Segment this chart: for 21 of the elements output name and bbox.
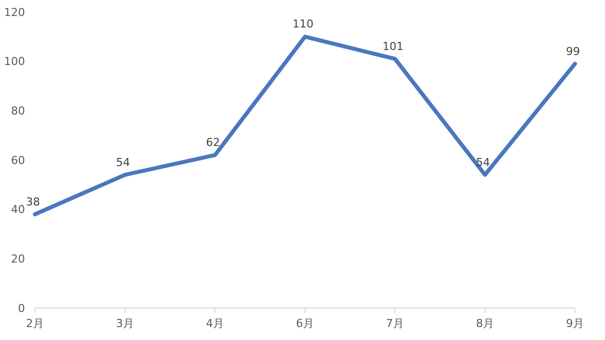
x-tick-label: 4月 xyxy=(206,317,224,330)
y-tick-label: 0 xyxy=(18,302,25,315)
y-tick-label: 20 xyxy=(11,252,25,266)
data-label: 101 xyxy=(382,40,404,53)
data-label: 54 xyxy=(116,156,130,169)
x-tick-label: 9月 xyxy=(566,317,584,330)
x-tick-label: 2月 xyxy=(26,317,44,330)
data-label: 110 xyxy=(292,18,314,31)
y-tick-label: 60 xyxy=(11,154,25,167)
y-tick-label: 100 xyxy=(4,55,25,68)
data-label: 99 xyxy=(566,44,580,58)
x-tick-label: 8月 xyxy=(476,317,494,330)
y-tick-label: 80 xyxy=(11,104,25,118)
y-tick-label: 120 xyxy=(4,6,25,19)
x-tick-label: 3月 xyxy=(116,317,134,330)
x-tick-label: 6月 xyxy=(296,317,314,330)
data-label: 38 xyxy=(26,195,40,208)
y-tick-label: 40 xyxy=(11,203,25,216)
data-label: 62 xyxy=(206,136,220,150)
data-label: 54 xyxy=(476,156,490,169)
x-tick-label: 7月 xyxy=(386,317,404,330)
